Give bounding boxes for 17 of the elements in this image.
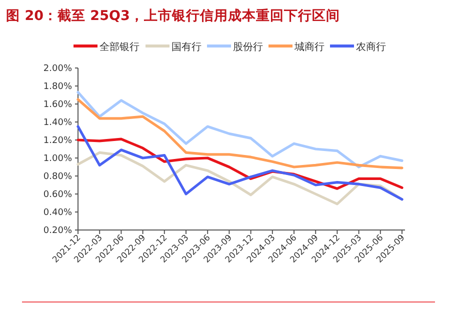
y-tick-label: 0.40% (43, 208, 72, 218)
legend-label: 农商行 (356, 40, 386, 53)
legend-label: 股份行 (233, 42, 263, 53)
y-tick-label: 1.40% (43, 118, 72, 128)
y-tick-label: 1.80% (43, 82, 72, 92)
y-tick-label: 1.60% (43, 100, 72, 110)
legend-label: 国有行 (172, 40, 202, 53)
y-tick-label: 1.00% (43, 154, 72, 164)
y-tick-label: 0.20% (43, 226, 72, 236)
chart-title: 图 20：截至 25Q3，上市银行信用成本重回下行区间 (6, 7, 340, 24)
y-tick-label: 0.80% (43, 172, 72, 182)
legend-label: 全部银行 (100, 40, 140, 53)
legend-label: 城商行 (294, 40, 324, 53)
line-series (76, 125, 404, 201)
y-tick-label: 1.20% (43, 136, 72, 146)
y-tick-label: 2.00% (43, 64, 72, 74)
y-tick-label: 0.60% (43, 190, 72, 200)
